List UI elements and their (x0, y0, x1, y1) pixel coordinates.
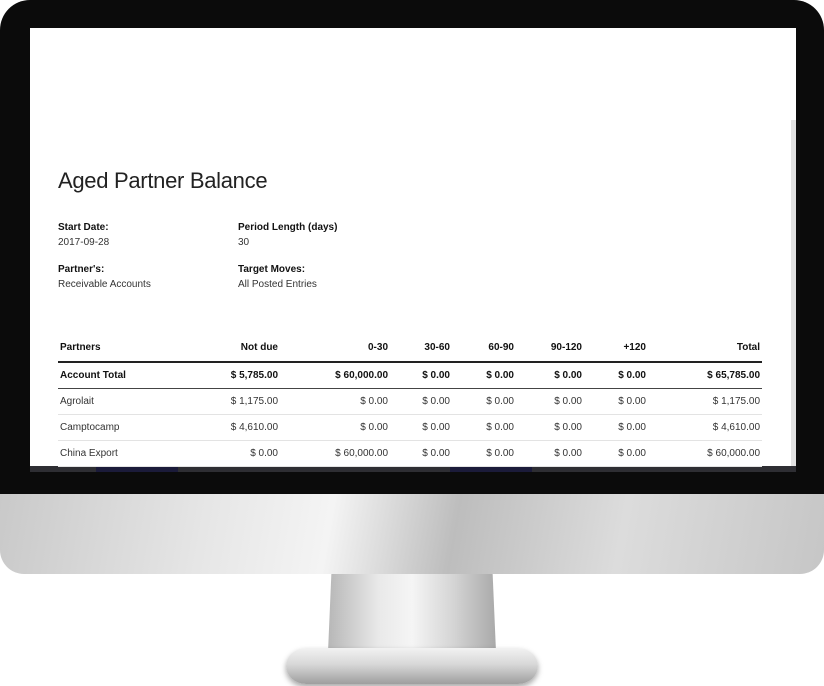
table-cell: $ 4,610.00 (198, 414, 280, 441)
start-date-field: Start Date: 2017-09-28 (58, 222, 109, 248)
table-cell: $ 60,000.00 (648, 440, 762, 467)
partners-field: Partner's: Receivable Accounts (58, 264, 151, 290)
monitor-screen: Aged Partner Balance Start Date: 2017-09… (30, 28, 796, 472)
period-length-value: 30 (238, 237, 250, 248)
partners-value: Receivable Accounts (58, 279, 151, 290)
table-cell: $ 0.00 (516, 440, 584, 467)
aged-partner-balance-report: Aged Partner Balance Start Date: 2017-09… (58, 168, 762, 467)
table-cell: $ 65,785.00 (648, 362, 762, 389)
target-moves-value: All Posted Entries (238, 279, 317, 290)
period-length-field: Period Length (days) 30 (238, 222, 337, 248)
table-cell: Account Total (58, 362, 198, 389)
table-cell: $ 0.00 (280, 388, 390, 415)
column-header-partners: Partners (58, 342, 198, 363)
table-header-row: Partners Not due 0-30 30-60 60-90 90-120… (58, 342, 762, 363)
table-cell: $ 0.00 (390, 362, 452, 389)
partner-name: Agrolait (58, 388, 198, 415)
table-cell: $ 0.00 (584, 388, 648, 415)
target-moves-label: Target Moves: (238, 264, 306, 275)
report-parameters: Start Date: 2017-09-28 Period Length (da… (58, 222, 762, 318)
table-cell: $ 0.00 (280, 414, 390, 441)
table-cell: $ 0.00 (452, 362, 516, 389)
table-cell: $ 0.00 (390, 388, 452, 415)
table-cell: $ 1,175.00 (198, 388, 280, 415)
table-row[interactable]: China Export $ 0.00 $ 60,000.00 $ 0.00 $… (58, 440, 762, 467)
partner-name: China Export (58, 440, 198, 467)
column-header-30-60: 30-60 (390, 342, 452, 363)
partners-label: Partner's: (58, 264, 105, 275)
background-app-strip (30, 466, 796, 472)
table-cell: $ 0.00 (390, 414, 452, 441)
background-app-block (450, 466, 532, 472)
column-header-total: Total (648, 342, 762, 363)
table-cell: $ 0.00 (516, 362, 584, 389)
table-row[interactable]: Camptocamp $ 4,610.00 $ 0.00 $ 0.00 $ 0.… (58, 414, 762, 441)
table-cell: $ 0.00 (584, 362, 648, 389)
start-date-value: 2017-09-28 (58, 237, 110, 248)
background-app-block (96, 466, 178, 472)
period-length-label: Period Length (days) (238, 222, 338, 233)
partner-name: Camptocamp (58, 414, 198, 441)
column-header-0-30: 0-30 (280, 342, 390, 363)
table-cell: $ 0.00 (516, 388, 584, 415)
table-cell: $ 0.00 (198, 440, 280, 467)
table-cell: $ 5,785.00 (198, 362, 280, 389)
account-total-row: Account Total $ 5,785.00 $ 60,000.00 $ 0… (58, 362, 762, 389)
table-cell: $ 1,175.00 (648, 388, 762, 415)
table-cell: $ 0.00 (452, 414, 516, 441)
table-cell: $ 60,000.00 (280, 362, 390, 389)
table-row[interactable]: Agrolait $ 1,175.00 $ 0.00 $ 0.00 $ 0.00… (58, 388, 762, 415)
report-title: Aged Partner Balance (58, 168, 268, 193)
monitor-stand-base (286, 648, 538, 684)
table-cell: $ 0.00 (452, 388, 516, 415)
table-cell: $ 60,000.00 (280, 440, 390, 467)
table-cell: $ 0.00 (584, 440, 648, 467)
column-header-not-due: Not due (198, 342, 280, 363)
start-date-label: Start Date: (58, 222, 109, 233)
table-cell: $ 0.00 (516, 414, 584, 441)
table-cell: $ 0.00 (584, 414, 648, 441)
table-cell: $ 4,610.00 (648, 414, 762, 441)
column-header-120-plus: +120 (584, 342, 648, 363)
table-cell: $ 0.00 (390, 440, 452, 467)
monitor-chin (0, 494, 824, 574)
monitor-stand-neck (328, 574, 496, 652)
scrollbar[interactable] (791, 120, 796, 472)
column-header-60-90: 60-90 (452, 342, 516, 363)
table-cell: $ 0.00 (452, 440, 516, 467)
aged-balance-table: Partners Not due 0-30 30-60 60-90 90-120… (58, 342, 762, 467)
column-header-90-120: 90-120 (516, 342, 584, 363)
target-moves-field: Target Moves: All Posted Entries (238, 264, 317, 290)
